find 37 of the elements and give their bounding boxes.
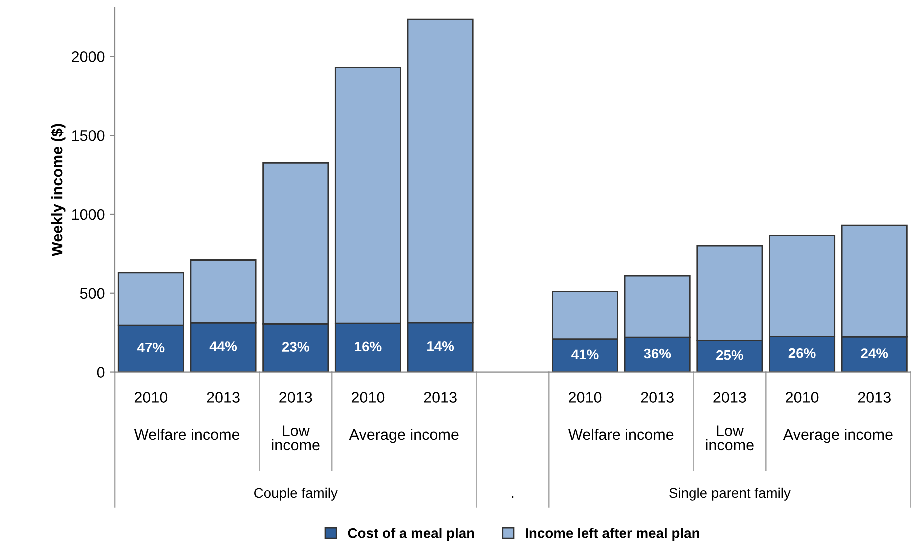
y-axis-title: Weekly income ($) [51,124,66,257]
y-tick-label: 0 [97,367,105,378]
legend-label: Cost of a meal plan [348,528,474,542]
y-tick-label: 500 [80,288,105,300]
x-tick-label: 2013 [280,392,312,403]
annotation: 26% [788,348,816,358]
text: Low income [706,426,754,451]
x-tick-label: 2013 [641,392,674,403]
annotation: 36% [644,348,672,359]
annotation: 47% [137,342,165,353]
x-tick-label: 2013 [207,392,240,403]
text: Average income [783,428,893,444]
text: Average income [349,428,459,444]
text: Welfare income [568,428,674,440]
text: Low income [272,426,320,451]
annotation: 23% [282,342,310,352]
annotation: 14% [428,342,454,352]
x-tick-label: 2013 [424,392,457,403]
text: . [512,496,514,498]
x-tick-label: 2010 [786,392,819,403]
annotation: 25% [716,350,744,360]
text: Single parent family [670,488,791,501]
annotation: 24% [861,348,888,358]
y-tick-label: 1000 [72,209,105,220]
y-tick-label: 1500 [72,130,105,142]
text: Couple family [254,488,338,501]
x-tick-label: 2013 [714,392,746,403]
x-tick-label: 2013 [858,392,891,403]
annotation: 44% [210,342,238,352]
annotation: 41% [572,350,599,360]
text: Welfare income [134,428,240,440]
annotation: 16% [355,342,382,352]
x-tick-label: 2010 [352,392,385,403]
y-tick-label: 2000 [72,52,105,62]
legend-label: Income left after meal plan [526,528,700,542]
x-tick-label: 2010 [134,392,168,403]
x-tick-label: 2010 [569,392,602,403]
